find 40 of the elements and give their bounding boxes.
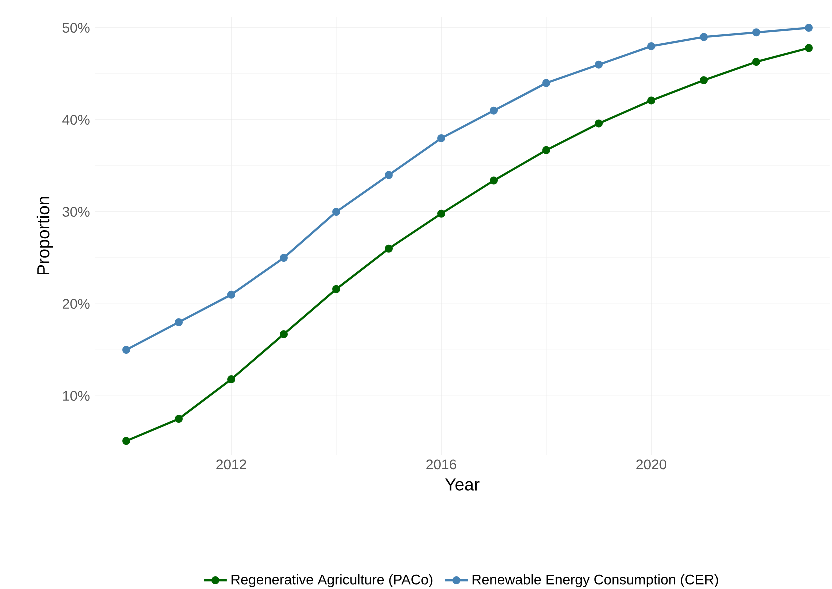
point <box>595 60 604 69</box>
legend-label: Regenerative Agriculture (PACo) <box>232 574 433 588</box>
point <box>438 210 446 218</box>
point <box>542 79 551 88</box>
point <box>280 330 288 338</box>
point <box>700 76 708 84</box>
point <box>122 437 131 446</box>
point <box>228 290 236 299</box>
point <box>647 42 656 50</box>
point <box>122 346 131 354</box>
point <box>385 171 394 180</box>
point <box>752 28 760 37</box>
point <box>280 254 288 262</box>
point <box>804 24 814 32</box>
point <box>175 318 184 326</box>
x-tick-label: 2020 <box>636 460 667 470</box>
y-axis-title: Proportion <box>36 197 54 275</box>
y-tick-label: 20% <box>62 299 90 310</box>
point <box>490 106 498 115</box>
point <box>490 176 498 185</box>
y-tick-label: 40% <box>62 115 90 126</box>
point <box>804 44 814 52</box>
point <box>385 244 394 253</box>
x-tick-label: 2012 <box>216 460 246 470</box>
legend-label: Renewable Energy Consumption (CER) <box>472 574 718 588</box>
point <box>542 146 551 154</box>
y-tick-label: 50% <box>62 23 90 34</box>
point <box>595 120 604 128</box>
point <box>228 376 236 384</box>
point <box>332 285 341 294</box>
point <box>332 208 341 216</box>
point <box>647 96 656 105</box>
point <box>175 415 184 424</box>
x-tick-label: 2016 <box>426 460 456 470</box>
point <box>752 58 760 66</box>
x-axis-title: Year <box>445 478 480 491</box>
point <box>700 33 708 42</box>
y-tick-label: 30% <box>62 207 90 218</box>
point <box>438 134 446 142</box>
y-tick-label: 10% <box>63 391 90 402</box>
